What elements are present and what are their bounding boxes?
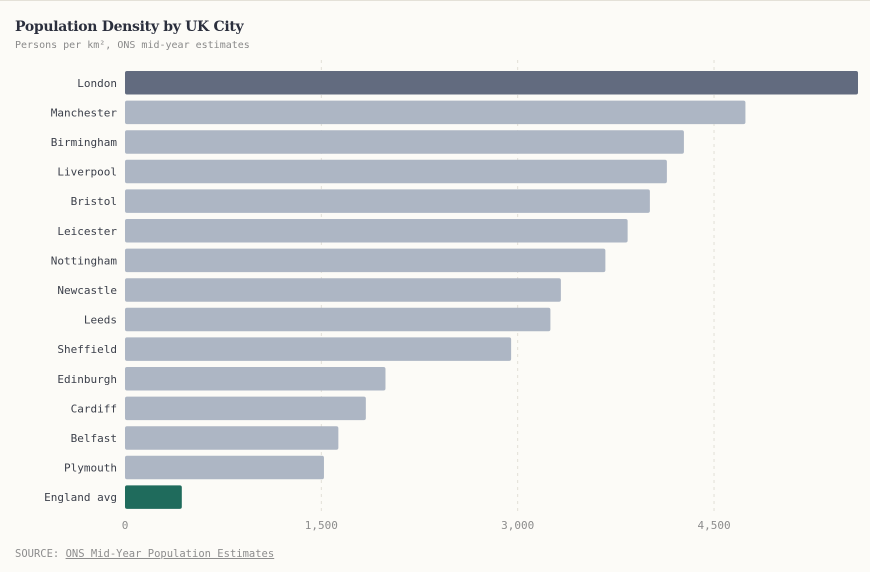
bar-nottingham — [125, 248, 606, 273]
category-label: Liverpool — [57, 166, 117, 179]
bar-chart: London Manchester Birmingham Liverpool Brist… — [44, 60, 858, 532]
source-link[interactable]: ONS Mid-Year Population Estimates — [65, 548, 275, 560]
chart-title: Population Density by UK City — [15, 19, 244, 35]
chart-subtitle: Persons per km², ONS mid-year estimates — [15, 40, 250, 51]
x-tick-label: 1,500 — [305, 519, 338, 532]
category-label: Leeds — [84, 314, 117, 327]
category-label: London — [77, 77, 117, 90]
bar-england-avg — [125, 485, 182, 509]
x-tick-label: 4,500 — [697, 519, 730, 532]
bar-manchester — [125, 100, 746, 125]
x-tick-label: 3,000 — [501, 519, 534, 532]
source-prefix: SOURCE: — [15, 548, 66, 560]
source-note: SOURCE: ONS Mid-Year Population Estimate… — [15, 548, 274, 560]
bar-bristol — [125, 189, 650, 213]
category-label: Edinburgh — [57, 373, 117, 386]
top-rule — [0, 0, 870, 1]
category-label: Birmingham — [51, 136, 118, 149]
bar-leicester — [125, 219, 628, 243]
bar-london — [125, 71, 858, 95]
bar-cardiff — [125, 396, 366, 421]
category-label: England avg — [44, 491, 117, 504]
category-label: Newcastle — [57, 284, 117, 297]
category-label: Cardiff — [71, 402, 117, 415]
bar-plymouth — [125, 455, 324, 480]
bar-liverpool — [125, 159, 667, 184]
category-label: Nottingham — [51, 254, 118, 267]
bar-leeds — [125, 307, 551, 332]
category-label: Belfast — [71, 432, 117, 445]
bar-birmingham — [125, 130, 684, 154]
category-label: Leicester — [57, 225, 117, 238]
bar-belfast — [125, 426, 339, 450]
category-label: Plymouth — [64, 462, 117, 475]
bar-sheffield — [125, 337, 512, 361]
category-label: Sheffield — [57, 343, 117, 356]
bar-newcastle — [125, 278, 561, 302]
category-label: Bristol — [71, 195, 117, 208]
x-tick-label: 0 — [122, 519, 129, 532]
category-label: Manchester — [51, 106, 118, 119]
bar-edinburgh — [125, 367, 386, 391]
